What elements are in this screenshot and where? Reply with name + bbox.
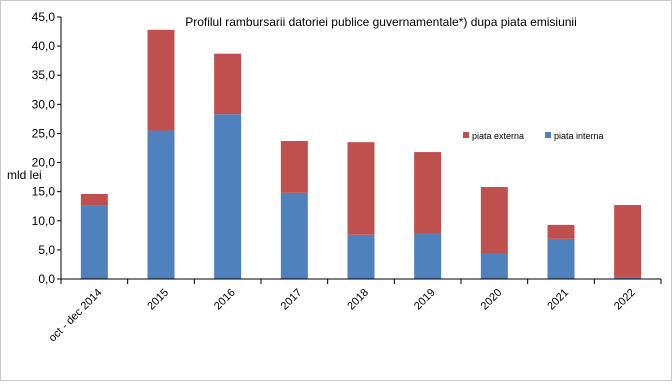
y-tick-label: 15,0 [32,185,56,199]
x-tick-label: 2016 [212,287,238,313]
axes-group: 0,0 5,0 10,0 15,0 20,0 25,0 30,0 35,0 40,0 45,0 oc… [32,10,662,345]
bar-externa [280,141,308,193]
chart-title: Profilul rambursarii datoriei publice gu… [185,15,577,29]
bar-interna [547,238,575,279]
bar-interna [614,277,642,279]
bar-externa [347,142,375,235]
y-tick-label: 0,0 [38,272,55,286]
bar-interna [214,114,242,279]
y-tick-label: 30,0 [32,97,56,111]
bar-externa [480,187,508,254]
y-tick-label: 25,0 [32,126,56,140]
bar-externa [214,53,242,115]
bar-externa [547,224,575,239]
bar-interna [147,130,175,279]
legend: piata externa piata interna [463,131,604,141]
x-tick-label: oct - dec 2014 [47,287,105,345]
x-tick-label: 2018 [345,287,371,313]
x-tick-label: 2015 [145,287,171,313]
bar-interna [480,253,508,279]
bar-externa [80,193,108,206]
bar-interna [280,192,308,279]
legend-swatch [463,132,469,138]
bar-interna [347,234,375,279]
x-tick-label: 2019 [412,287,438,313]
x-tick-label: 2020 [479,287,505,313]
y-tick-label: 10,0 [32,214,56,228]
x-tick-label: 2017 [279,287,305,313]
x-tick-label: 2022 [612,287,638,313]
legend-swatch [545,132,551,138]
x-tick-label: 2021 [545,287,571,313]
y-tick-label: 35,0 [32,68,56,82]
bar-externa [147,29,175,131]
y-axis-label: mld lei [7,168,42,182]
bar-externa [414,152,442,234]
y-tick-label: 40,0 [32,39,56,53]
legend-label: piata externa [472,131,524,141]
bars-group [80,29,642,279]
bar-interna [80,205,108,279]
y-tick-label: 5,0 [38,243,55,257]
y-tick-label: 45,0 [32,10,56,24]
legend-label: piata interna [554,131,604,141]
bar-externa [614,205,642,278]
y-tick-label: 20,0 [32,156,56,170]
bar-interna [414,233,442,279]
